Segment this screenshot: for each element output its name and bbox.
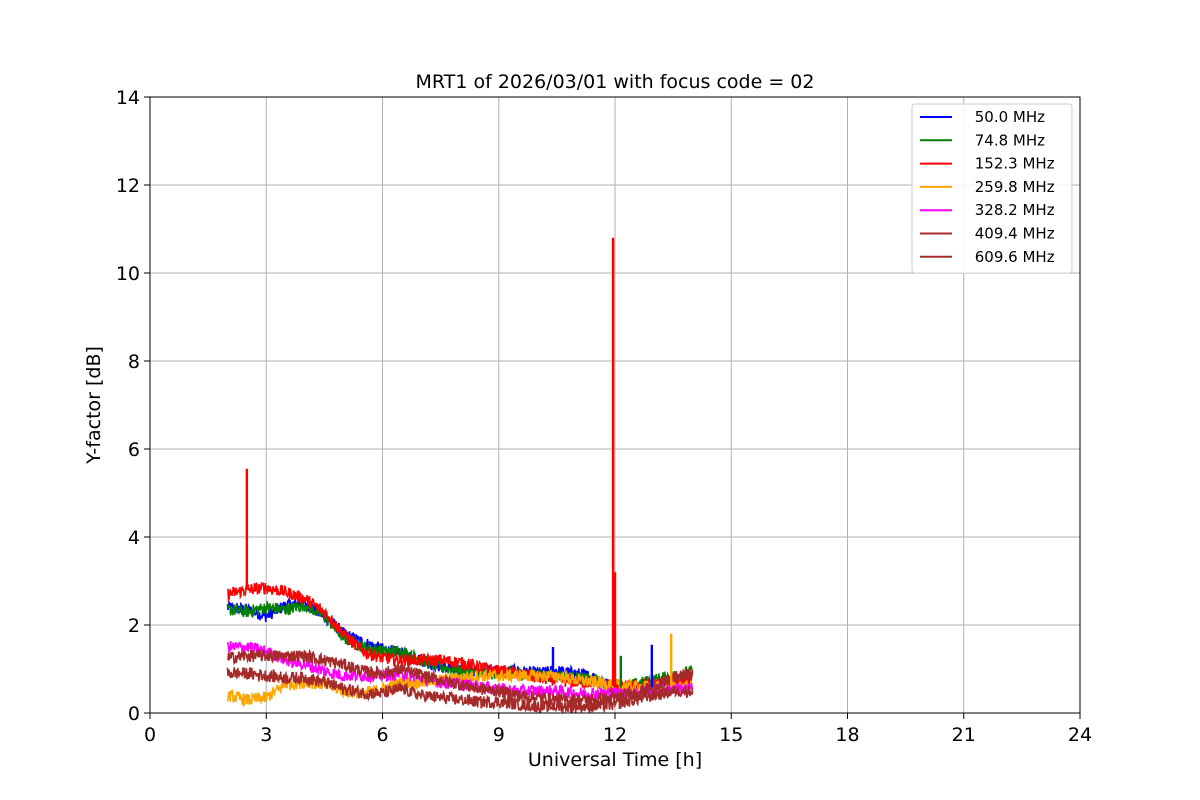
y-tick-label: 10 (116, 263, 140, 285)
series-layer (226, 237, 694, 714)
legend: 50.0 MHz 74.8 MHz 152.3 MHz 259.8 MHz 32… (911, 103, 1073, 274)
y-tick-label: 8 (128, 351, 140, 373)
y-tick-label: 14 (116, 87, 140, 109)
legend-label-50_0-mhz: 50.0 MHz (970, 108, 1045, 126)
legend-label-609_6-mhz: 609.6 MHz (970, 248, 1055, 266)
series-line-328_2-mhz (226, 641, 694, 702)
x-tick-label: 3 (260, 724, 272, 746)
series-line-409_4-mhz (227, 648, 694, 708)
x-tick-label: 18 (835, 724, 859, 746)
y-tick-label: 0 (128, 703, 140, 725)
x-tick-label: 12 (603, 724, 627, 746)
x-axis-label: Universal Time [h] (528, 749, 702, 771)
legend-box (911, 103, 1073, 274)
legend-label-74_8-mhz: 74.8 MHz (970, 131, 1045, 149)
x-tick-label: 21 (952, 724, 976, 746)
legend-label-409_4-mhz: 409.4 MHz (970, 225, 1055, 243)
x-tick-label: 15 (719, 724, 743, 746)
x-tick-label: 0 (144, 724, 156, 746)
x-tick-label: 6 (376, 724, 388, 746)
legend-label-328_2-mhz: 328.2 MHz (970, 201, 1055, 219)
y-tick-label: 6 (128, 439, 140, 461)
series-line-609_6-mhz (226, 665, 694, 714)
legend-label-152_3-mhz: 152.3 MHz (970, 155, 1055, 173)
x-tick-label: 24 (1068, 724, 1092, 746)
legend-label-259_8-mhz: 259.8 MHz (970, 178, 1055, 196)
y-tick-label: 4 (128, 527, 140, 549)
y-tick-label: 2 (128, 615, 140, 637)
y-tick-label: 12 (116, 175, 140, 197)
x-tick-label: 9 (493, 724, 505, 746)
chart-title: MRT1 of 2026/03/01 with focus code = 02 (416, 71, 815, 93)
y-axis-label: Y-factor [dB] (83, 346, 105, 465)
